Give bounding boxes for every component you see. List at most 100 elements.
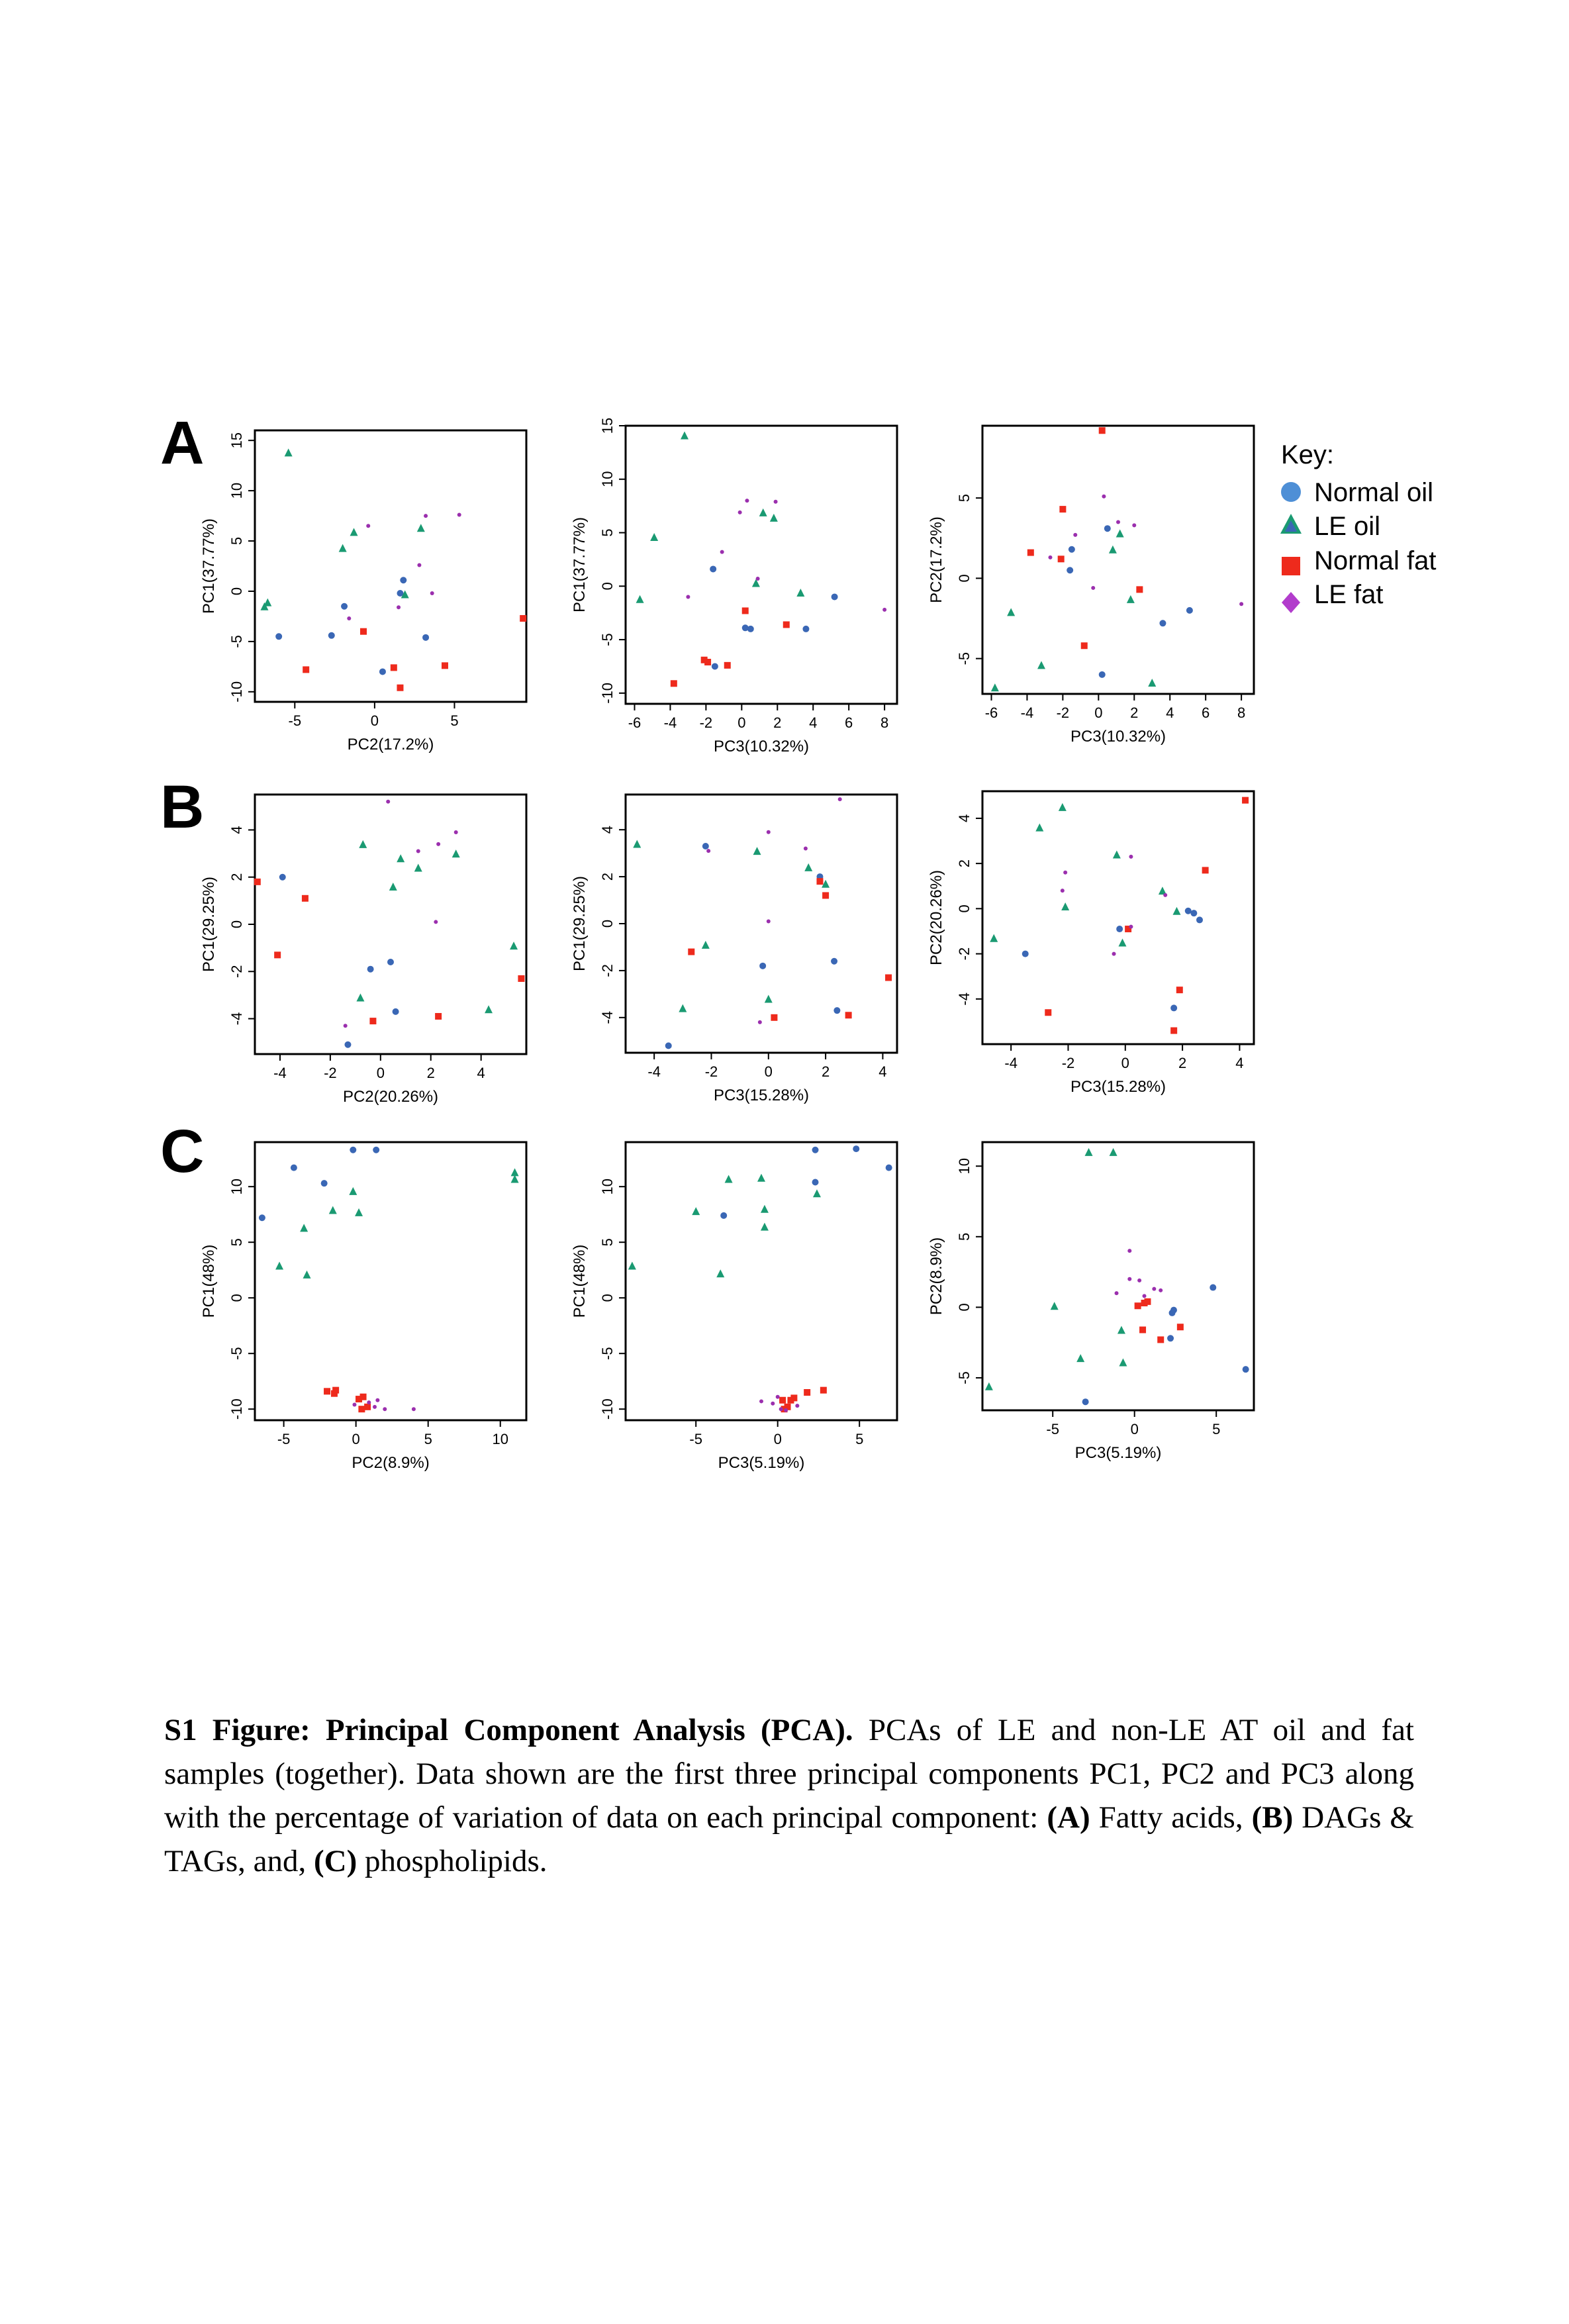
le-fat-point: [453, 830, 458, 835]
legend-item-le-oil: LE oil: [1280, 512, 1380, 541]
normal-fat-point: [330, 1390, 338, 1397]
y-tick-label: -10: [599, 683, 616, 704]
normal-oil-point: [853, 1145, 860, 1153]
normal-fat-point: [1057, 556, 1065, 563]
y-tick-label: -10: [599, 1398, 616, 1420]
le-fat-point: [757, 1020, 762, 1024]
le-fat-point: [766, 919, 771, 924]
normal-fat-point: [359, 1393, 367, 1400]
scatter-plot-c-3: -5 0 5 -5 0 5 10 PC3(5.19%) PC2(8.9%): [927, 1141, 1255, 1462]
le-oil-point: [679, 1004, 687, 1012]
y-tick-label: 5: [228, 537, 245, 545]
le-fat-point: [1116, 520, 1120, 524]
le-oil-point: [650, 533, 659, 541]
legend-marker-circle: [1281, 482, 1301, 502]
x-tick-label: 5: [450, 712, 458, 729]
le-oil-point: [764, 994, 773, 1003]
normal-oil-point: [812, 1146, 819, 1153]
le-fat-point: [1112, 951, 1116, 956]
normal-fat-point: [741, 607, 749, 614]
le-oil-point: [349, 1186, 357, 1195]
scatter-plot-a-2: -6 -4 -2 0 2 4 6 8 -10 -5 0 5 10 15 PC3(10.32%) PC1(37.…: [571, 418, 898, 755]
le-fat-point: [347, 616, 352, 620]
y-tick-label: 0: [956, 1303, 973, 1311]
scatter-plot-b-3: -4 -2 0 2 4 -4 -2 0 2 4 PC3(15.28%) PC2(20.26%): [927, 790, 1255, 1096]
normal-fat-point: [700, 656, 708, 663]
le-oil-point: [692, 1207, 700, 1216]
y-tick-label: -10: [228, 681, 245, 702]
y-axis-label: PC1(48%): [200, 1245, 218, 1318]
y-tick-label: -2: [228, 965, 245, 978]
y-tick-label: -2: [956, 947, 973, 961]
normal-fat-point: [301, 895, 309, 902]
le-oil-point: [356, 993, 365, 1002]
x-tick-label: 6: [1202, 704, 1210, 721]
normal-oil-point: [1167, 1335, 1174, 1342]
normal-fat-point: [360, 628, 367, 635]
x-tick-label: 0: [774, 1431, 782, 1447]
le-oil-point: [510, 1175, 519, 1183]
y-tick-label: -5: [228, 635, 245, 648]
le-oil-point: [1148, 679, 1157, 687]
normal-fat-point: [1134, 1302, 1141, 1310]
x-tick-label: -5: [277, 1431, 291, 1447]
le-fat-point: [343, 1024, 348, 1028]
y-tick-label: -2: [599, 964, 616, 977]
x-tick-label: 6: [845, 714, 853, 731]
le-oil-point: [284, 448, 293, 457]
le-oil-point: [804, 863, 813, 871]
normal-oil-point: [279, 873, 286, 881]
x-tick-label: -4: [1004, 1055, 1018, 1071]
y-tick-label: 15: [599, 418, 616, 434]
normal-fat-point: [724, 661, 731, 669]
le-fat-point: [1127, 1249, 1132, 1253]
x-tick-label: -5: [1046, 1421, 1059, 1437]
panel-label-a: A: [160, 409, 204, 477]
le-oil-point: [1007, 608, 1016, 616]
normal-fat-point: [390, 664, 397, 671]
panel-label-c: C: [160, 1118, 204, 1185]
y-tick-label: 5: [599, 1238, 616, 1246]
normal-fat-point: [822, 892, 830, 899]
le-fat-point: [706, 849, 711, 853]
plot-frame: [981, 1141, 1255, 1412]
le-oil-point: [796, 589, 805, 597]
y-tick-label: 5: [956, 1233, 973, 1241]
normal-oil-point: [422, 634, 430, 641]
normal-oil-point: [344, 1041, 352, 1048]
y-tick-label: -5: [599, 633, 616, 646]
le-fat-point: [1073, 532, 1078, 537]
y-tick-label: 4: [228, 826, 245, 834]
le-oil-point: [822, 879, 830, 888]
le-oil-point: [716, 1269, 725, 1278]
legend-label: Normal oil: [1314, 478, 1433, 507]
y-tick-label: 5: [956, 494, 973, 502]
x-tick-label: 5: [424, 1431, 432, 1447]
normal-oil-point: [702, 843, 709, 849]
le-fat-point: [1163, 893, 1168, 897]
le-oil-point: [753, 847, 761, 855]
x-tick-label: 0: [352, 1431, 360, 1447]
scatter-plot-c-2: -5 0 5 -10 -5 0 5 10 PC3(5.19%) PC1(48%): [571, 1141, 898, 1472]
le-fat-point: [775, 1394, 780, 1399]
y-tick-label: -5: [956, 652, 973, 665]
normal-fat-point: [324, 1388, 331, 1395]
legend-marker-square: [1282, 557, 1300, 575]
normal-oil-point: [1184, 907, 1192, 914]
x-tick-label: -5: [689, 1431, 702, 1447]
le-fat-point: [759, 1399, 763, 1404]
le-fat-point: [766, 830, 771, 834]
normal-oil-point: [392, 1008, 399, 1015]
normal-oil-point: [290, 1164, 297, 1171]
normal-fat-point: [1170, 1027, 1178, 1034]
y-axis-label: PC2(8.9%): [927, 1237, 945, 1315]
normal-oil-point: [711, 663, 718, 670]
le-oil-point: [485, 1005, 493, 1014]
caption-label-b: (B): [1251, 1800, 1294, 1835]
le-fat-point: [397, 605, 401, 610]
le-oil-point: [1116, 529, 1124, 538]
le-oil-point: [275, 1261, 284, 1270]
normal-fat-point: [358, 1406, 365, 1413]
le-oil-point: [1035, 823, 1044, 832]
le-oil-point: [1118, 938, 1127, 947]
